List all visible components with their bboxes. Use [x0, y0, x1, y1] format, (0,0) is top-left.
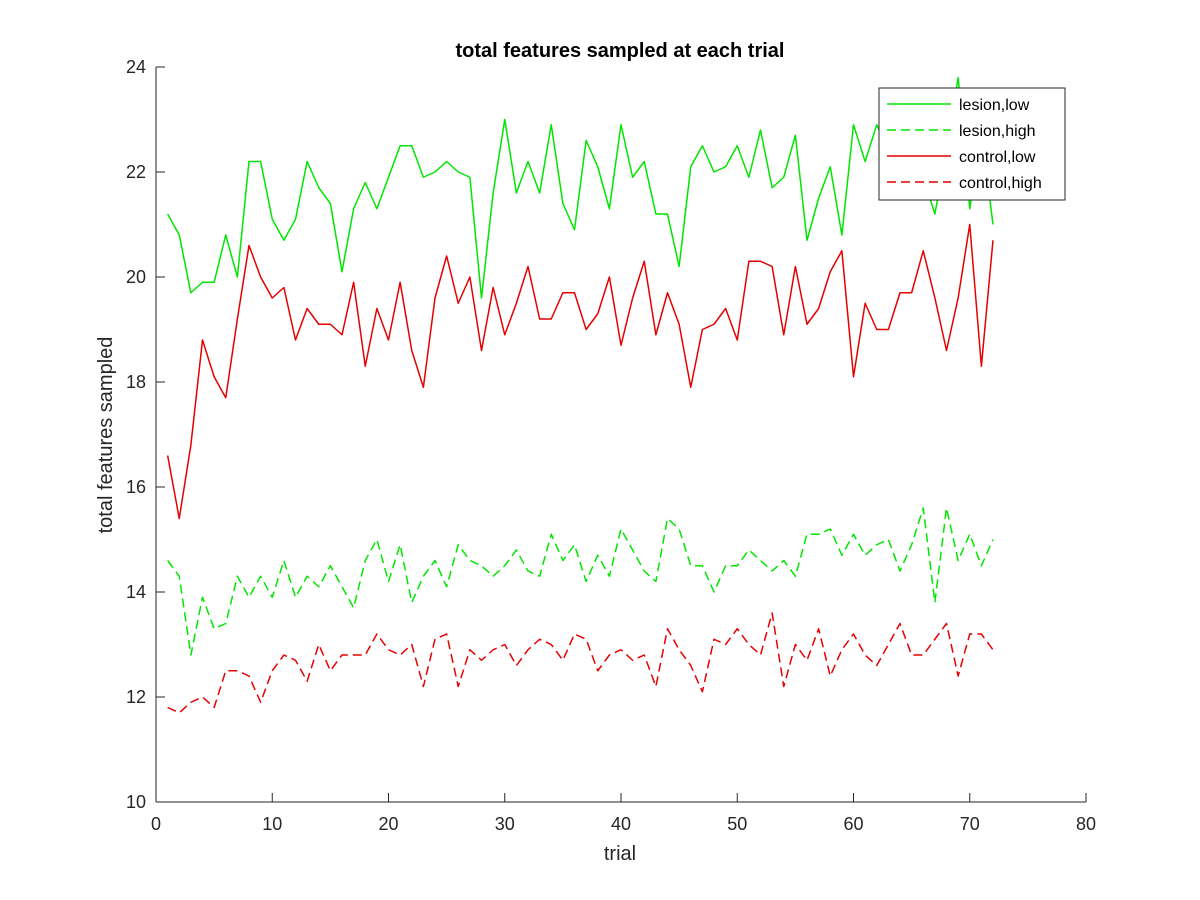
legend: lesion,low lesion,high control,low control,… [878, 87, 1066, 201]
y-tick-label: 14 [126, 582, 146, 602]
series-line-control-high [167, 612, 994, 714]
y-tick-label: 12 [126, 687, 146, 707]
x-tick-label: 0 [151, 814, 161, 834]
legend-label: control,high [959, 175, 1042, 192]
x-tick-label: 10 [262, 814, 282, 834]
plot-series [166, 76, 994, 714]
x-tick-label: 50 [727, 814, 747, 834]
y-ticks: 10 12 14 16 18 20 22 24 [126, 57, 165, 812]
x-tick-label: 70 [960, 814, 980, 834]
y-tick-label: 20 [126, 267, 146, 287]
series-line-lesion-high [167, 507, 994, 656]
legend-label: lesion,high [959, 123, 1036, 140]
series-line-lesion-low [166, 76, 994, 299]
chart-title: total features sampled at each trial [455, 40, 784, 62]
y-tick-label: 18 [126, 372, 146, 392]
y-tick-label: 16 [126, 477, 146, 497]
x-tick-label: 60 [843, 814, 863, 834]
x-tick-label: 40 [611, 814, 631, 834]
x-tick-label: 20 [378, 814, 398, 834]
series-line-control-low [166, 223, 994, 520]
x-tick-label: 80 [1076, 814, 1096, 834]
legend-label: lesion,low [959, 97, 1030, 114]
y-axis-label: total features sampled [95, 337, 117, 534]
x-axis-label: trial [604, 843, 636, 865]
x-tick-label: 30 [495, 814, 515, 834]
y-tick-label: 10 [126, 792, 146, 812]
y-tick-label: 24 [126, 57, 146, 77]
legend-label: control,low [959, 149, 1036, 166]
x-ticks: 0 10 20 30 40 50 60 70 80 [151, 793, 1096, 834]
y-tick-label: 22 [126, 162, 146, 182]
